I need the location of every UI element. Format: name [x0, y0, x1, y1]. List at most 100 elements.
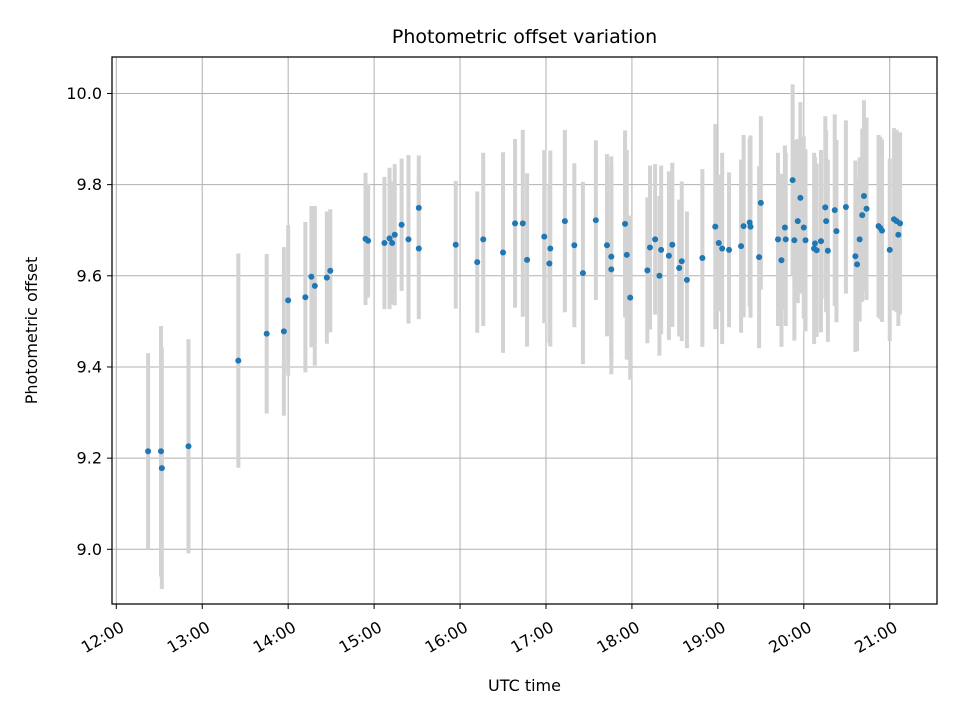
data-point	[561, 218, 568, 225]
data-point	[415, 204, 422, 211]
data-point	[824, 247, 831, 254]
data-point	[480, 236, 487, 243]
data-point	[831, 207, 838, 214]
data-point	[571, 242, 578, 249]
data-point	[541, 233, 548, 240]
data-point	[263, 330, 270, 337]
data-point	[781, 224, 788, 231]
data-point	[311, 282, 318, 289]
data-point	[895, 231, 902, 238]
data-point	[842, 203, 849, 210]
data-point	[833, 228, 840, 235]
data-point	[365, 237, 372, 244]
data-point	[797, 194, 804, 201]
data-point	[512, 220, 519, 227]
data-point	[813, 247, 820, 254]
plot-frame	[111, 56, 938, 605]
data-point	[665, 252, 672, 259]
data-point	[608, 253, 615, 260]
data-point	[157, 448, 164, 455]
data-point	[789, 177, 796, 184]
data-point	[778, 257, 785, 264]
y-axis-label: Photometric offset	[22, 257, 41, 405]
data-point	[646, 244, 653, 251]
data-point	[386, 235, 393, 242]
y-tick-label: 9.2	[77, 449, 102, 468]
data-point	[683, 276, 690, 283]
data-point	[145, 448, 152, 455]
data-point	[389, 239, 396, 246]
data-point	[791, 237, 798, 244]
data-point	[811, 240, 818, 247]
data-point	[719, 245, 726, 252]
data-point	[280, 328, 287, 335]
data-point	[859, 212, 866, 219]
data-point	[235, 357, 242, 364]
y-tick-label: 9.0	[77, 540, 102, 559]
data-point	[579, 270, 586, 277]
data-point	[715, 239, 722, 246]
data-point	[757, 199, 764, 206]
data-point	[158, 465, 165, 472]
data-point	[323, 274, 330, 281]
data-point	[738, 243, 745, 250]
data-point	[669, 241, 676, 248]
data-point	[712, 223, 719, 230]
data-point	[623, 251, 630, 258]
data-point	[726, 246, 733, 253]
data-point	[794, 218, 801, 225]
data-point	[398, 221, 405, 228]
data-point	[856, 236, 863, 243]
y-tick-label: 9.8	[77, 175, 102, 194]
data-point	[747, 223, 754, 230]
data-point	[802, 237, 809, 244]
data-point	[823, 218, 830, 225]
data-point	[897, 220, 904, 227]
data-point	[592, 217, 599, 224]
data-point	[302, 294, 309, 301]
y-tick-label: 9.6	[77, 266, 102, 285]
data-point	[381, 239, 388, 246]
data-point	[608, 266, 615, 273]
data-point	[656, 272, 663, 279]
data-point	[546, 260, 553, 267]
data-point	[699, 255, 706, 262]
data-point	[622, 220, 629, 227]
data-point	[185, 443, 192, 450]
data-point	[886, 246, 893, 253]
y-tick-label: 10.0	[66, 84, 102, 103]
data-point	[860, 193, 867, 200]
data-point	[308, 273, 315, 280]
y-tick-label: 9.4	[77, 357, 102, 376]
data-point	[604, 242, 610, 249]
data-point	[800, 224, 807, 231]
chart-title: Photometric offset variation	[392, 26, 657, 48]
data-point	[782, 236, 789, 243]
data-point	[405, 236, 412, 243]
data-point	[854, 261, 861, 268]
data-point	[676, 265, 683, 272]
data-point	[652, 236, 659, 243]
data-point	[822, 204, 829, 211]
data-point	[863, 205, 870, 212]
data-point	[740, 223, 747, 230]
data-point	[391, 231, 398, 238]
data-point	[817, 238, 824, 245]
data-point	[500, 249, 507, 256]
data-point	[547, 245, 554, 252]
data-point	[524, 256, 531, 263]
x-axis-label: UTC time	[488, 676, 561, 695]
data-point	[879, 227, 885, 234]
data-point	[415, 245, 422, 252]
data-point	[775, 236, 782, 243]
data-point	[474, 259, 481, 266]
data-point	[285, 297, 292, 304]
data-point	[327, 267, 334, 274]
y-axis: 9.0 9.2 9.4 9.6 9.8 10.0	[66, 84, 112, 559]
data-point	[627, 294, 634, 301]
data-point	[644, 267, 651, 274]
data-point	[756, 254, 763, 261]
data-points	[145, 177, 904, 472]
